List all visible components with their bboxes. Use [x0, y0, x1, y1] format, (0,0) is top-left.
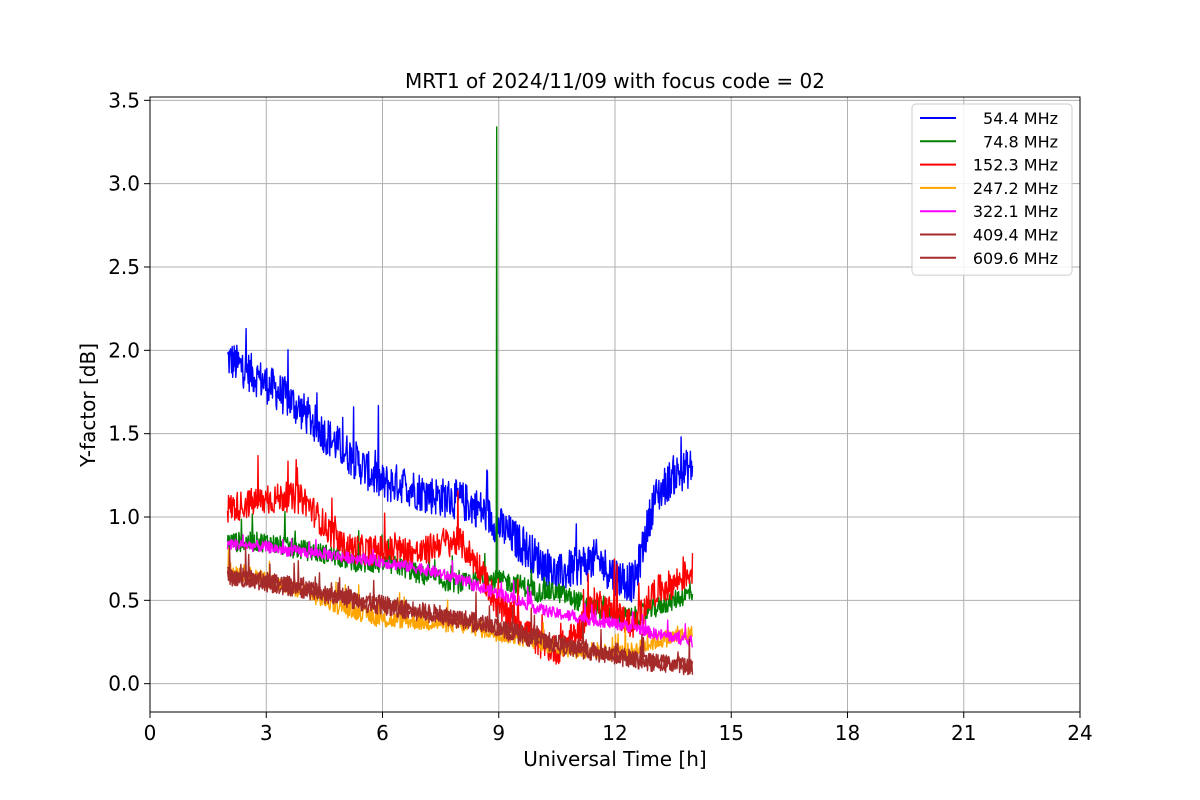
legend: 54.4 MHz 74.8 MHz 152.3 MHz 247.2 MHz 322.1 …: [911, 103, 1073, 276]
y-tick-label: 0.5: [108, 588, 140, 612]
legend-label: 609.6 MHz: [973, 249, 1058, 268]
legend-item: 74.8 MHz: [920, 132, 1058, 151]
x-tick-label: 3: [260, 721, 273, 745]
legend-label: 247.2 MHz: [973, 179, 1058, 198]
legend-box: [911, 103, 1073, 276]
y-tick-label: 1.0: [108, 505, 140, 529]
ticks: 0 3 6 9 12 15 18 21 24 0.0 0.5 1.0 1.5 2.0 2.5 3.0 3.5: [108, 88, 1093, 745]
legend-item: 322.1 MHz: [920, 202, 1058, 221]
chart-title: MRT1 of 2024/11/09 with focus code = 02: [405, 69, 825, 93]
series-line: [226, 534, 694, 648]
x-tick-label: 0: [144, 721, 157, 745]
y-tick-label: 3.5: [108, 88, 140, 112]
legend-item: 409.4 MHz: [920, 226, 1058, 245]
y-axis-label: Y-factor [dB]: [76, 343, 100, 468]
series-group: [226, 126, 694, 676]
x-tick-label: 24: [1067, 721, 1092, 745]
legend-item: 609.6 MHz: [920, 249, 1058, 268]
series-line: [226, 455, 694, 665]
y-tick-label: 2.0: [108, 338, 140, 362]
legend-label: 74.8 MHz: [983, 132, 1058, 151]
x-tick-label: 6: [376, 721, 389, 745]
y-tick-label: 1.5: [108, 422, 140, 446]
y-tick-label: 0.0: [108, 672, 140, 696]
x-tick-label: 15: [719, 721, 744, 745]
x-tick-label: 12: [602, 721, 627, 745]
legend-item: 54.4 MHz: [920, 109, 1058, 128]
x-tick-label: 18: [835, 721, 860, 745]
x-axis-label: Universal Time [h]: [523, 747, 706, 771]
y-tick-label: 2.5: [108, 255, 140, 279]
y-tick-label: 3.0: [108, 172, 140, 196]
legend-label: 409.4 MHz: [973, 226, 1058, 245]
legend-label: 322.1 MHz: [973, 202, 1058, 221]
legend-item: 247.2 MHz: [920, 179, 1058, 198]
x-tick-label: 21: [951, 721, 976, 745]
series-322-1-mhz: [226, 534, 694, 648]
legend-label: 152.3 MHz: [973, 156, 1058, 175]
x-tick-label: 9: [492, 721, 505, 745]
series-152-3-mhz: [226, 455, 694, 665]
legend-item: 152.3 MHz: [920, 156, 1058, 175]
series-line: [226, 562, 694, 676]
series-609-6-mhz: [226, 562, 694, 676]
legend-label: 54.4 MHz: [983, 109, 1058, 128]
